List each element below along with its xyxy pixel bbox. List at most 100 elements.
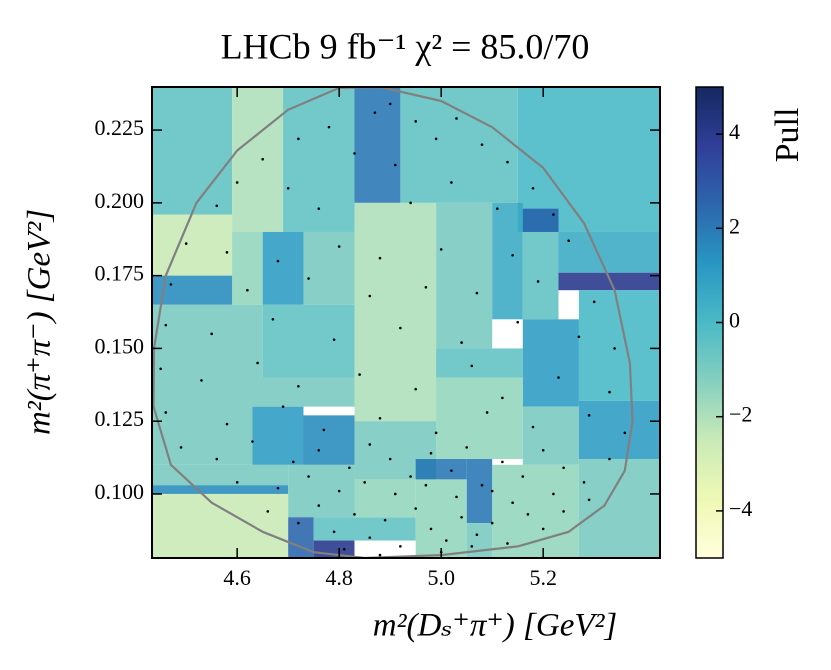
heat-cell bbox=[313, 517, 416, 541]
event-point bbox=[516, 320, 519, 324]
heat-cell bbox=[522, 231, 559, 320]
event-point bbox=[358, 373, 361, 376]
plot-frame bbox=[151, 86, 661, 559]
event-point bbox=[409, 201, 412, 205]
event-point bbox=[623, 431, 627, 435]
heat-cell bbox=[466, 459, 493, 524]
heatmap bbox=[152, 87, 660, 558]
heat-cell bbox=[152, 214, 233, 276]
event-point bbox=[353, 513, 356, 516]
heat-cell bbox=[436, 377, 523, 460]
event-point bbox=[368, 294, 372, 298]
x-tick-label: 4.8 bbox=[325, 565, 353, 590]
event-point bbox=[470, 364, 474, 368]
event-point bbox=[429, 527, 433, 531]
event-point bbox=[429, 451, 433, 455]
heat-cell bbox=[152, 493, 289, 558]
event-point bbox=[251, 440, 254, 443]
event-point bbox=[337, 489, 341, 493]
event-point bbox=[368, 536, 372, 539]
event-point bbox=[388, 102, 392, 106]
event-point bbox=[592, 300, 596, 304]
event-point bbox=[164, 323, 168, 327]
heat-cell bbox=[578, 400, 660, 460]
event-point bbox=[511, 253, 514, 257]
event-point bbox=[164, 411, 168, 414]
event-point bbox=[307, 475, 310, 478]
event-point bbox=[475, 291, 479, 295]
heat-cell bbox=[288, 517, 314, 558]
event-point bbox=[613, 347, 616, 350]
event-point bbox=[470, 545, 474, 548]
event-point bbox=[490, 521, 494, 525]
event-point bbox=[332, 338, 336, 341]
event-point bbox=[281, 405, 285, 408]
event-point bbox=[399, 326, 402, 330]
heat-cell bbox=[522, 208, 559, 232]
event-point bbox=[271, 317, 275, 321]
y-tick-label: 0.200 bbox=[95, 188, 145, 213]
event-point bbox=[414, 120, 417, 123]
event-point bbox=[246, 288, 249, 292]
event-point bbox=[393, 492, 397, 496]
heat-cell bbox=[492, 464, 579, 558]
event-point bbox=[393, 163, 397, 167]
event-point bbox=[608, 457, 611, 461]
event-point bbox=[225, 422, 229, 426]
heat-cell bbox=[492, 202, 523, 320]
heat-cell bbox=[522, 406, 579, 465]
event-point bbox=[490, 489, 494, 493]
event-point bbox=[480, 143, 484, 146]
heat-cell bbox=[152, 377, 253, 465]
y-tick-label: 0.100 bbox=[95, 479, 145, 504]
heat-cell bbox=[354, 202, 437, 422]
event-point bbox=[317, 448, 321, 452]
event-point bbox=[455, 495, 458, 499]
event-point bbox=[332, 530, 336, 534]
event-point bbox=[582, 481, 586, 484]
event-point bbox=[383, 518, 387, 522]
heat-cell bbox=[232, 231, 263, 305]
event-point bbox=[235, 181, 239, 184]
event-point bbox=[286, 187, 290, 190]
event-point bbox=[424, 483, 428, 487]
event-point bbox=[536, 280, 540, 283]
x-tick-label: 4.6 bbox=[223, 565, 251, 590]
event-point bbox=[317, 207, 321, 210]
event-point bbox=[541, 448, 545, 452]
event-point bbox=[159, 367, 162, 371]
event-point bbox=[475, 533, 479, 537]
heat-cell bbox=[354, 479, 416, 518]
event-point bbox=[378, 416, 382, 420]
event-point bbox=[414, 507, 417, 510]
event-point bbox=[506, 542, 509, 545]
event-point bbox=[439, 248, 443, 251]
event-point bbox=[526, 513, 530, 516]
event-point bbox=[506, 160, 509, 164]
event-point bbox=[261, 157, 264, 161]
heat-cell bbox=[252, 377, 355, 407]
event-point bbox=[521, 475, 525, 478]
heat-cell bbox=[262, 304, 355, 378]
event-point bbox=[434, 431, 438, 435]
event-point bbox=[256, 361, 259, 365]
event-point bbox=[276, 259, 280, 263]
event-point bbox=[608, 390, 611, 394]
event-point bbox=[337, 245, 341, 248]
heat-cell bbox=[415, 459, 467, 480]
colorbar-tick-label: −4 bbox=[729, 496, 752, 521]
colorbar-label: Pull bbox=[769, 108, 806, 163]
colorbar-tick-label: 2 bbox=[729, 213, 740, 238]
event-point bbox=[460, 515, 463, 519]
event-point bbox=[266, 510, 270, 513]
event-point bbox=[562, 466, 565, 470]
event-point bbox=[460, 341, 463, 344]
y-axis-label: m²(π⁺π⁻) [GeV²] bbox=[22, 209, 58, 435]
event-point bbox=[552, 213, 555, 216]
event-point bbox=[215, 457, 219, 461]
event-point bbox=[353, 152, 356, 155]
event-point bbox=[567, 239, 571, 243]
heat-cell bbox=[232, 87, 284, 232]
event-point bbox=[368, 443, 372, 446]
event-point bbox=[587, 498, 591, 502]
